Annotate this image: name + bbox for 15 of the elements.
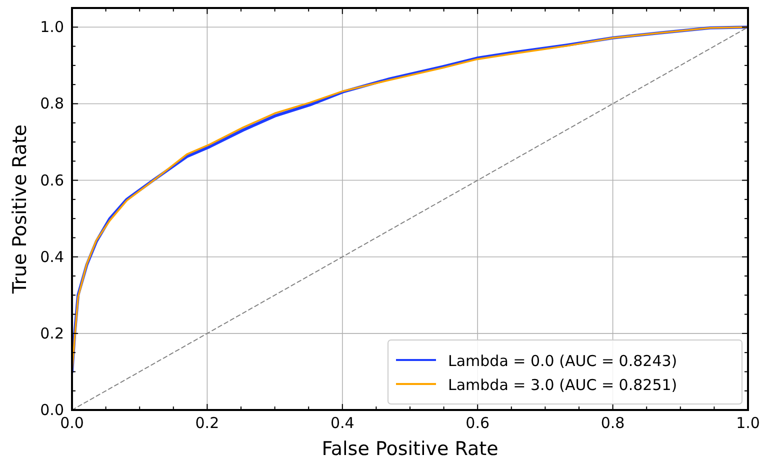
y-tick-label: 1.0 bbox=[40, 18, 64, 36]
legend-label: Lambda = 0.0 (AUC = 0.8243) bbox=[448, 352, 678, 370]
y-tick-label: 0.6 bbox=[40, 171, 64, 190]
x-tick-label: 0.6 bbox=[466, 414, 490, 432]
x-axis-title: False Positive Rate bbox=[322, 438, 498, 460]
x-tick-label: 0.0 bbox=[60, 414, 84, 432]
x-tick-label: 0.8 bbox=[600, 414, 625, 432]
legend-label: Lambda = 3.0 (AUC = 0.8251) bbox=[448, 376, 678, 394]
y-axis-title: True Positive Rate bbox=[9, 124, 31, 295]
x-tick-label: 0.4 bbox=[330, 414, 354, 432]
x-tick-label: 0.2 bbox=[195, 414, 220, 432]
x-tick-label: 1.0 bbox=[736, 414, 760, 432]
y-tick-label: 0.2 bbox=[40, 324, 64, 342]
y-tick-label: 0.4 bbox=[40, 248, 64, 266]
y-tick-label: 0.8 bbox=[40, 94, 64, 113]
